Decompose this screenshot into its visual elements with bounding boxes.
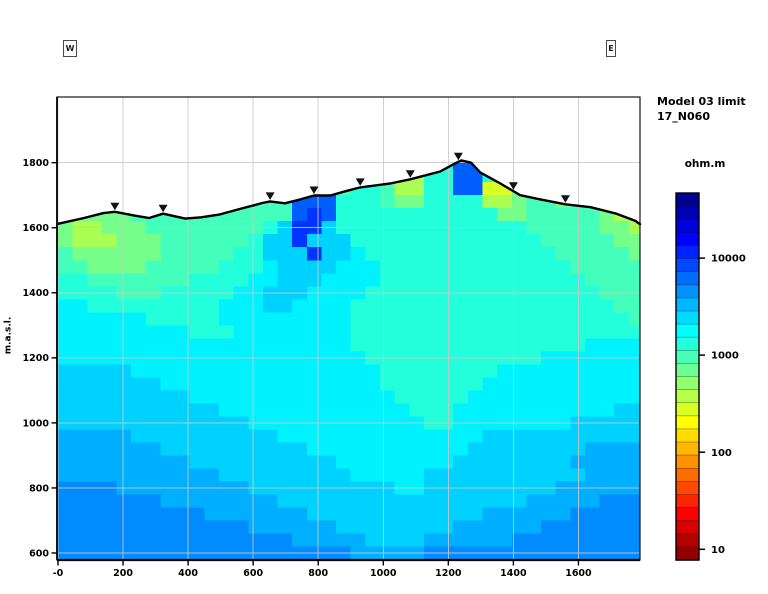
- svg-text:200: 200: [113, 568, 133, 579]
- svg-text:1400: 1400: [23, 288, 50, 299]
- svg-text:600: 600: [243, 568, 263, 579]
- colorbar-tick-label: 10: [711, 545, 725, 556]
- station-marker: [405, 170, 415, 178]
- station-marker: [453, 152, 463, 161]
- station-markers: [110, 152, 570, 213]
- svg-text:1600: 1600: [565, 568, 592, 579]
- west-label: W: [65, 43, 75, 53]
- svg-text:1200: 1200: [435, 568, 462, 579]
- colorbar-units-label: ohm.m: [684, 158, 726, 170]
- legend-title-line1: Model 03 limit: [657, 95, 746, 108]
- station-marker: [355, 178, 365, 186]
- terrain-line: [56, 159, 642, 226]
- east-label: E: [608, 43, 614, 53]
- svg-text:800: 800: [29, 483, 49, 494]
- station-marker: [110, 202, 120, 211]
- y-axis: 1800 1600 1400 1200 1000 800 600: [23, 158, 57, 559]
- east-orientation-marker: E: [606, 40, 616, 57]
- station-marker: [309, 186, 319, 194]
- plot-frame: [56, 96, 641, 562]
- svg-text:1400: 1400: [500, 568, 527, 579]
- station-marker: [158, 204, 168, 213]
- svg-text:800: 800: [308, 568, 328, 579]
- svg-text:1200: 1200: [23, 353, 50, 364]
- colorbar: 10000 1000 100 10: [675, 192, 746, 561]
- svg-text:1600: 1600: [23, 223, 50, 234]
- legend-title-line2: 17_N060: [657, 110, 710, 123]
- west-orientation-marker: W: [63, 40, 77, 57]
- gridlines: [57, 97, 640, 560]
- x-axis: -0 200 400 600 800 1000 1200 1400 1600: [53, 560, 592, 579]
- svg-text:1000: 1000: [23, 418, 50, 429]
- station-marker: [560, 195, 570, 203]
- svg-text:-0: -0: [53, 568, 64, 579]
- station-marker: [265, 192, 275, 200]
- colorbar-tick-label: 10000: [711, 254, 746, 265]
- svg-text:600: 600: [29, 548, 49, 559]
- colorbar-tick-label: 1000: [711, 351, 739, 362]
- svg-text:1000: 1000: [370, 568, 397, 579]
- svg-text:400: 400: [178, 568, 198, 579]
- legend-title: Model 03 limit 17_N060: [657, 94, 746, 124]
- station-marker: [508, 182, 518, 190]
- y-axis-title: m.a.s.l.: [3, 316, 14, 355]
- colorbar-tick-label: 100: [711, 448, 732, 459]
- svg-text:1800: 1800: [23, 158, 50, 169]
